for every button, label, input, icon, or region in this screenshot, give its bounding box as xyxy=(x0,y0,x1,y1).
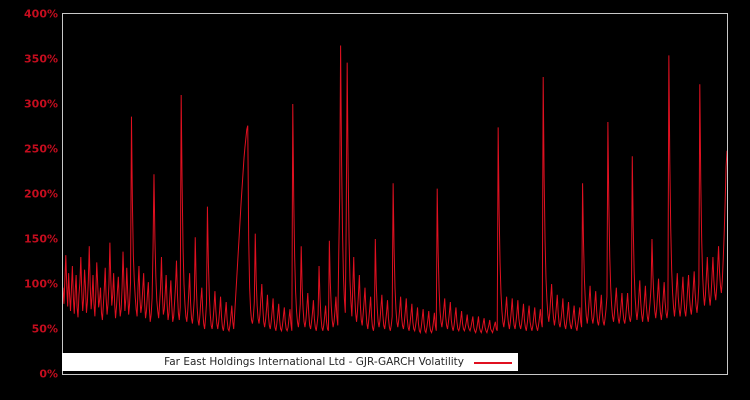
y-tick-label-350: 350% xyxy=(24,52,58,66)
y-tick-label-250: 250% xyxy=(24,142,58,156)
legend-entry-label: Far East Holdings International Ltd - GJ… xyxy=(164,356,464,368)
y-tick-label-300: 300% xyxy=(24,97,58,111)
y-tick-label-0: 0% xyxy=(39,367,58,381)
y-tick-label-100: 100% xyxy=(24,277,58,291)
plot-frame xyxy=(62,13,728,375)
volatility-series xyxy=(63,14,727,374)
legend: Far East Holdings International Ltd - GJ… xyxy=(62,353,518,371)
y-tick-label-50: 50% xyxy=(31,322,58,336)
legend-line-swatch xyxy=(474,357,512,367)
y-axis: 400% 350% 300% 250% 200% 150% 100% 50% 0… xyxy=(0,0,58,400)
plot-area xyxy=(63,14,727,374)
y-tick-label-150: 150% xyxy=(24,232,58,246)
y-tick-label-400: 400% xyxy=(24,7,58,21)
y-tick-label-200: 200% xyxy=(24,187,58,201)
gjr-garch-volatility-line xyxy=(63,46,727,333)
